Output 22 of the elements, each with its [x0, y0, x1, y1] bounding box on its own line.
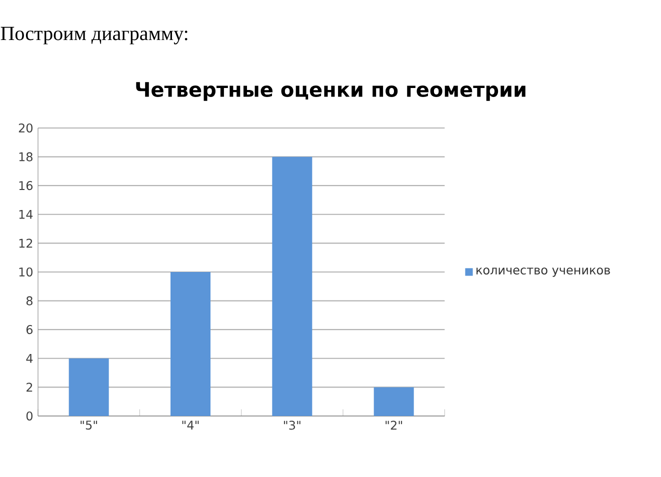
y-tick-label: 8 [26, 296, 32, 306]
y-tick-label: 12 [19, 238, 32, 248]
y-tick-label: 10 [19, 267, 32, 277]
bar [272, 156, 312, 416]
chart-title: Четвертные оценки по геометрии [136, 82, 526, 101]
y-tick-label: 6 [26, 325, 33, 334]
y-tick-label: 20 [18, 123, 32, 133]
y-tick-label: 14 [19, 210, 33, 219]
y-tick-label: 2 [26, 382, 32, 392]
bar [170, 272, 210, 416]
text: Построим диаграмму: [0, 26, 188, 44]
x-tick-label: "3" [284, 420, 300, 430]
y-tick-label: 4 [26, 354, 33, 363]
y-tick-label: 16 [19, 181, 33, 190]
bar [68, 358, 109, 416]
x-tick-label: "2" [386, 420, 402, 430]
x-tick-label: "4" [182, 420, 199, 430]
y-tick-label: 0 [26, 411, 32, 421]
x-tick-label: "5" [80, 420, 98, 430]
legend-label: количество учеников [476, 268, 610, 277]
bar [374, 387, 414, 416]
y-tick-label: 18 [19, 152, 32, 162]
